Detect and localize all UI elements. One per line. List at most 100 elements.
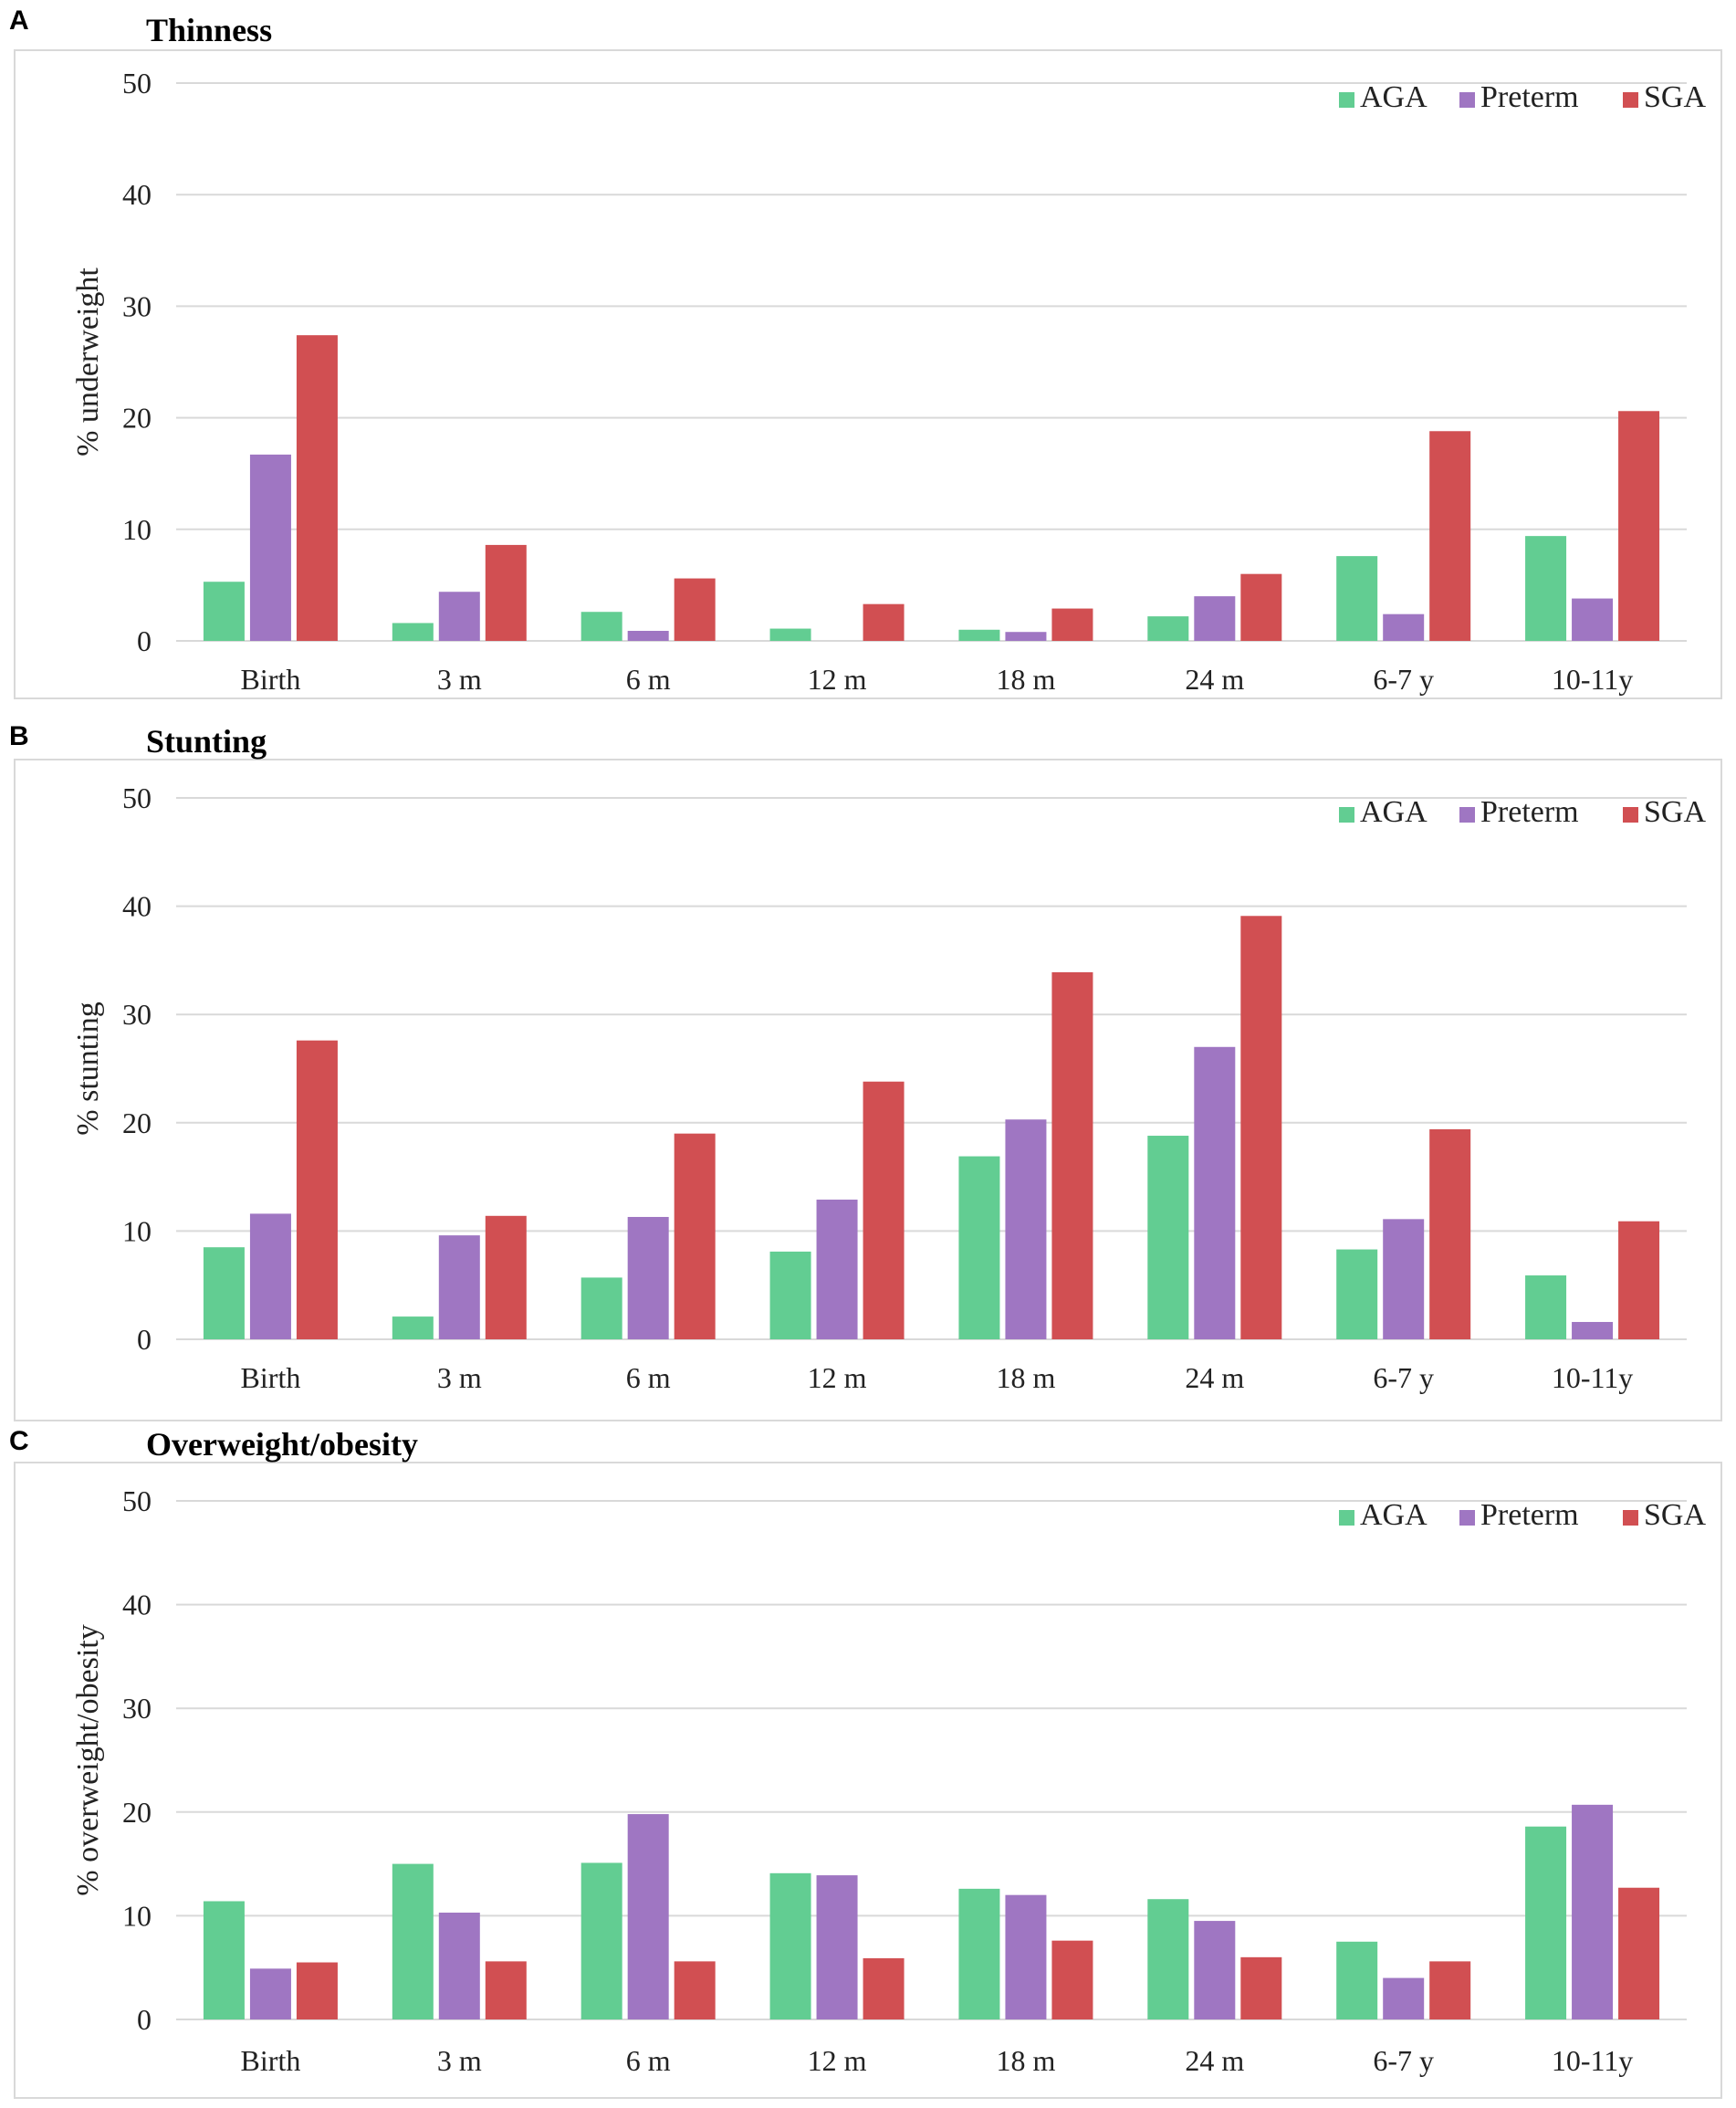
- legend-swatch-aga: [1339, 807, 1354, 823]
- x-category-label: 3 m: [437, 2044, 482, 2077]
- legend-label-sga: SGA: [1644, 80, 1706, 114]
- legend-swatch-aga: [1339, 92, 1354, 108]
- y-tick-label: 40: [122, 1589, 152, 1621]
- x-category-label: 3 m: [437, 663, 482, 696]
- bar-sga-24m: [1240, 916, 1282, 1339]
- x-category-label: 24 m: [1185, 2044, 1244, 2077]
- legend-label-aga: AGA: [1360, 795, 1427, 829]
- bar-aga-6m: [580, 1277, 622, 1339]
- bar-aga-birth: [203, 1247, 245, 1339]
- bar-sga-3m: [485, 544, 527, 641]
- panel-title: Thinness: [146, 12, 272, 48]
- legend-swatch-preterm: [1459, 92, 1475, 108]
- bar-sga-10-11y: [1618, 411, 1660, 641]
- bar-sga-18m: [1051, 608, 1093, 641]
- bar-preterm-3m: [438, 1235, 480, 1339]
- bar-preterm-birth: [249, 1213, 291, 1339]
- legend-swatch-preterm: [1459, 1510, 1475, 1526]
- x-category-label: Birth: [241, 2044, 301, 2077]
- bar-aga-6-7y: [1336, 556, 1378, 641]
- bar-aga-10-11y: [1525, 1826, 1567, 2019]
- bar-preterm-10-11y: [1572, 1322, 1614, 1339]
- x-category-label: 12 m: [808, 2044, 867, 2077]
- bar-aga-3m: [392, 1316, 434, 1339]
- legend-swatch-aga: [1339, 1510, 1354, 1526]
- bar-preterm-12m: [816, 1875, 858, 2019]
- x-category-label: Birth: [241, 1361, 301, 1394]
- bar-aga-10-11y: [1525, 1275, 1567, 1339]
- x-category-label: 18 m: [996, 663, 1055, 696]
- panel-letter: A: [9, 5, 29, 36]
- bar-sga-birth: [296, 1962, 338, 2019]
- y-tick-label: 50: [122, 781, 152, 814]
- x-category-label: 12 m: [808, 1361, 867, 1394]
- x-category-label: 6 m: [626, 1361, 671, 1394]
- x-category-label: 6-7 y: [1373, 2044, 1434, 2077]
- x-category-label: 24 m: [1185, 663, 1244, 696]
- y-tick-label: 10: [122, 513, 152, 546]
- x-category-label: Birth: [241, 663, 301, 696]
- bar-preterm-12m: [816, 1200, 858, 1339]
- bar-aga-24m: [1147, 1899, 1189, 2019]
- legend-label-sga: SGA: [1644, 1498, 1706, 1532]
- y-tick-label: 10: [122, 1214, 152, 1247]
- bar-aga-birth: [203, 1901, 245, 2019]
- y-axis-label: % overweight/obesity: [71, 1624, 105, 1895]
- bar-preterm-18m: [1005, 1894, 1047, 2019]
- x-category-label: 6-7 y: [1373, 663, 1434, 696]
- bar-sga-6m: [674, 1961, 716, 2019]
- legend-swatch-sga: [1623, 92, 1638, 108]
- bar-aga-12m: [769, 1251, 811, 1339]
- bar-aga-3m: [392, 623, 434, 641]
- bar-preterm-24m: [1194, 1921, 1236, 2019]
- bar-preterm-6-7y: [1383, 1977, 1425, 2019]
- bar-aga-18m: [958, 1156, 1000, 1339]
- bar-preterm-3m: [438, 592, 480, 641]
- legend-label-aga: AGA: [1360, 80, 1427, 114]
- panel-letter: B: [9, 721, 29, 751]
- panel-c: C Overweight/obesity 0 10 20 30 40 50 % overweig…: [9, 1426, 1722, 2099]
- legend-label-preterm: Preterm: [1480, 1498, 1579, 1532]
- x-category-label: 10-11y: [1552, 2044, 1633, 2077]
- x-category-label: 6-7 y: [1373, 1361, 1434, 1394]
- bar-aga-6-7y: [1336, 1941, 1378, 2019]
- panel-a: A Thinness 0 10 20 30 40 50 % underweight Birth 3 …: [9, 5, 1722, 699]
- y-tick-label: 40: [122, 890, 152, 923]
- bar-preterm-18m: [1005, 632, 1047, 641]
- bar-aga-24m: [1147, 1136, 1189, 1339]
- y-tick-label: 20: [122, 1106, 152, 1139]
- y-axis-label: % underweight: [71, 267, 105, 456]
- bar-preterm-birth: [249, 454, 291, 641]
- bar-aga-12m: [769, 1872, 811, 2019]
- y-tick-label: 20: [122, 402, 152, 435]
- bar-preterm-10-11y: [1572, 598, 1614, 641]
- bar-aga-3m: [392, 1863, 434, 2019]
- bar-aga-6m: [580, 612, 622, 641]
- y-tick-label: 10: [122, 1899, 152, 1932]
- bar-preterm-24m: [1194, 1046, 1236, 1339]
- y-tick-label: 50: [122, 1484, 152, 1517]
- legend-swatch-preterm: [1459, 807, 1475, 823]
- bar-sga-24m: [1240, 1956, 1282, 2019]
- bar-preterm-18m: [1005, 1119, 1047, 1339]
- legend-label-aga: AGA: [1360, 1498, 1427, 1532]
- bar-preterm-6m: [627, 1216, 669, 1339]
- y-axis-label: % stunting: [71, 1002, 105, 1135]
- x-category-label: 6 m: [626, 663, 671, 696]
- bar-sga-3m: [485, 1961, 527, 2019]
- legend-label-sga: SGA: [1644, 795, 1706, 829]
- bar-aga-10-11y: [1525, 536, 1567, 641]
- bar-sga-12m: [863, 1957, 905, 2019]
- y-tick-label: 30: [122, 998, 152, 1031]
- bar-sga-12m: [863, 1081, 905, 1339]
- bar-aga-18m: [958, 629, 1000, 641]
- legend-label-preterm: Preterm: [1480, 80, 1579, 114]
- x-category-label: 6 m: [626, 2044, 671, 2077]
- legend-label-preterm: Preterm: [1480, 795, 1579, 829]
- bar-sga-10-11y: [1618, 1887, 1660, 2019]
- bar-aga-6-7y: [1336, 1249, 1378, 1339]
- bar-sga-10-11y: [1618, 1221, 1660, 1339]
- bar-sga-6-7y: [1429, 431, 1471, 641]
- x-category-label: 18 m: [996, 1361, 1055, 1394]
- y-tick-label: 0: [137, 2003, 152, 2036]
